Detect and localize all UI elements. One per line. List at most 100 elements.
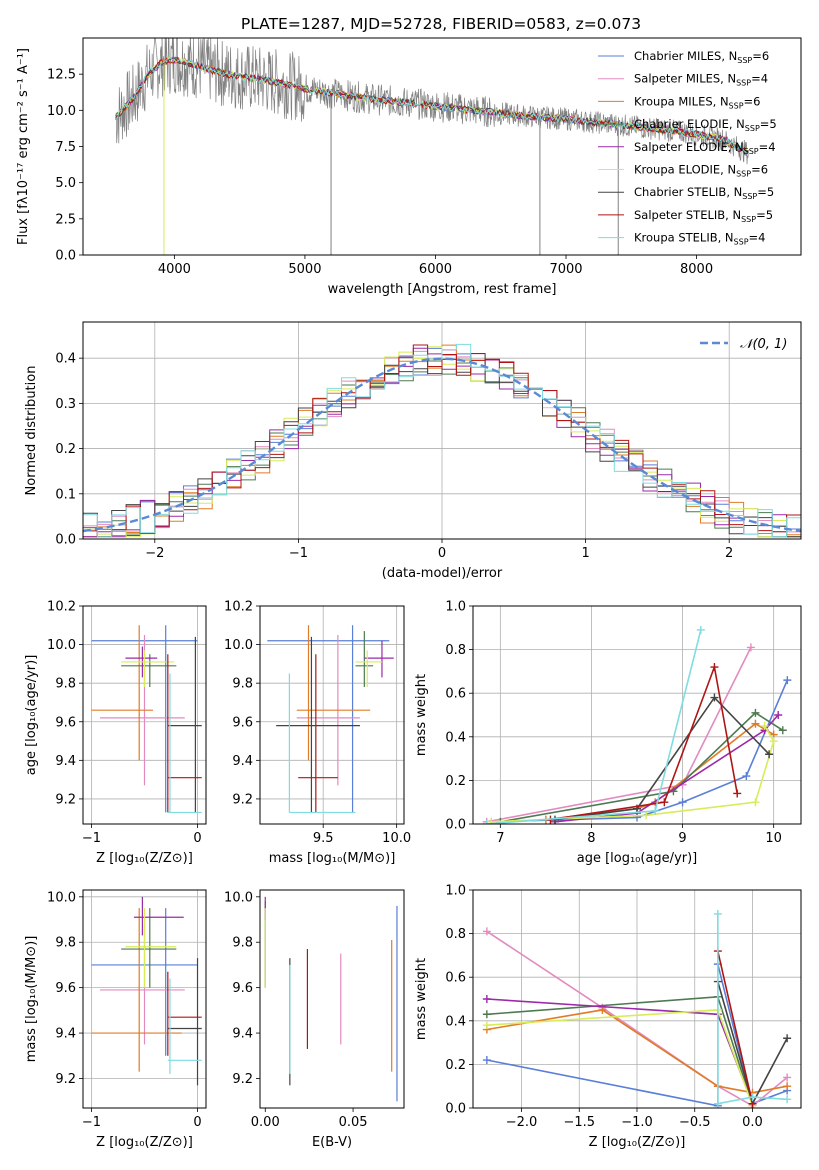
y-tick-label: 1.0 — [445, 600, 466, 615]
weight-line-4 — [486, 998, 754, 1104]
weight-line-7 — [717, 950, 754, 1104]
y-tick-label: 0.0 — [55, 249, 76, 264]
legend-label-5: Kroupa ELODIE, NSSP=6 — [634, 163, 768, 179]
y-tick-label: 0.0 — [445, 818, 466, 833]
y-tick-label: 9.2 — [232, 1072, 253, 1087]
weight-marker — [482, 820, 491, 824]
x-axis-label: Z [log₁₀(Z/Z⊙)] — [96, 851, 193, 866]
x-axis-label: E(B-V) — [312, 1135, 352, 1150]
y-tick-label: 10.0 — [224, 638, 253, 653]
axes-frame — [82, 889, 207, 1109]
x-tick-label: 0 — [193, 831, 201, 846]
axes-frame — [82, 321, 802, 540]
weight-marker — [482, 1010, 491, 1019]
y-tick-label: 0.1 — [55, 487, 76, 502]
y-tick-label: 0.2 — [55, 442, 76, 457]
legend-label-7: Salpeter STELIB, NSSP=5 — [634, 208, 773, 224]
x-axis-label: Z [log₁₀(Z/Z⊙)] — [96, 1135, 193, 1150]
x-tick-label: −1 — [82, 831, 101, 846]
axes-frame — [259, 605, 405, 825]
plot-area — [473, 890, 801, 1108]
y-tick-label: 0.4 — [445, 1014, 466, 1029]
legend-label-3: Chabrier ELODIE, NSSP=5 — [634, 117, 777, 133]
weight-marker — [713, 909, 722, 918]
axes-frame — [472, 605, 802, 825]
y-tick-label: 5.0 — [55, 176, 76, 191]
y-tick-label: 9.8 — [55, 936, 76, 951]
x-axis-label: mass [log₁₀(M/M⊙)] — [269, 851, 396, 866]
weight-marker — [660, 798, 669, 807]
y-axis-label: age [log₁₀(age/yr)] — [24, 655, 39, 776]
y-axis-label: Flux [fλ10⁻¹⁷ erg cm⁻² s⁻¹ A⁻¹] — [16, 48, 31, 245]
y-tick-label: 9.2 — [55, 792, 76, 807]
x-tick-label: 1 — [581, 546, 589, 561]
panel-age-Z: −1 0 9.2 9.4 9.6 9.8 10.0 10.2 Z [log₁₀(Z/Z⊙)] ag… — [24, 600, 207, 866]
x-axis-label: (data-model)/error — [382, 566, 503, 581]
y-tick-label: 10.0 — [47, 890, 76, 905]
y-tick-label: 9.6 — [232, 715, 253, 730]
y-tick-label: 9.6 — [55, 715, 76, 730]
y-tick-label: 9.8 — [232, 677, 253, 692]
spectrum-legend: Chabrier MILES, NSSP=6 Salpeter MILES, NS… — [598, 49, 777, 247]
histogram-8 — [83, 343, 801, 538]
panel-weight-Z: −2.0 −1.5 −1.0 −0.5 0.0 0.0 0.2 0.4 0.6 0.8 1.0 Z [… — [414, 884, 802, 1150]
y-tick-label: 0.4 — [445, 730, 466, 745]
weight-marker — [482, 995, 491, 1003]
plot-area — [115, 38, 749, 255]
x-axis-label: age [log₁₀(age/yr)] — [577, 851, 698, 866]
weight-marker — [783, 1034, 792, 1043]
legend-label-4: Salpeter ELODIE, NSSP=4 — [634, 140, 776, 156]
y-tick-label: 0.2 — [445, 774, 466, 789]
model-line-4 — [115, 56, 749, 157]
panel-spectrum: 4000 5000 6000 7000 8000 0.0 2.5 5.0 7.5 10.0 12.5… — [16, 37, 802, 297]
x-tick-label: 2 — [725, 546, 733, 561]
weight-marker — [751, 798, 760, 807]
plot-area — [83, 890, 206, 1108]
weight-marker — [482, 1056, 491, 1065]
weight-marker — [651, 806, 660, 815]
y-tick-label: 0.6 — [445, 687, 466, 702]
legend-label-normal: 𝒩(0, 1) — [740, 337, 787, 352]
x-tick-label: 0.05 — [339, 1115, 368, 1130]
panel-weight-age: 7 8 9 10 0.0 0.2 0.4 0.6 0.8 1.0 age [log₁₀(age/yr… — [414, 600, 802, 866]
y-tick-label: 0.2 — [445, 1058, 466, 1073]
y-tick-label: 9.4 — [232, 754, 253, 769]
weight-marker — [774, 711, 783, 719]
x-tick-label: −0.5 — [679, 1115, 711, 1130]
weight-marker — [742, 772, 751, 781]
weight-marker — [760, 721, 769, 730]
x-tick-label: 10.0 — [382, 831, 411, 846]
model-line-8 — [115, 56, 749, 157]
weight-line-8 — [486, 629, 702, 824]
weight-marker — [713, 1099, 722, 1108]
x-tick-label: 9.5 — [313, 831, 334, 846]
y-tick-label: 2.5 — [55, 212, 76, 227]
axes-frame — [259, 889, 405, 1109]
panel-mass-EBV: 0.00 0.05 9.2 9.4 9.6 9.8 10.0 E(B-V) — [224, 889, 405, 1150]
weight-marker — [748, 1093, 757, 1102]
x-tick-label: 7 — [496, 831, 504, 846]
y-tick-label: 0.3 — [55, 397, 76, 412]
x-axis-label: Z [log₁₀(Z/Z⊙)] — [589, 1135, 686, 1150]
weight-line-3 — [486, 995, 754, 1107]
x-tick-label: 4000 — [158, 262, 191, 277]
weight-marker — [783, 1082, 792, 1091]
x-tick-label: −1.5 — [563, 1115, 595, 1130]
weight-line-2 — [545, 722, 775, 821]
weight-marker — [765, 750, 774, 759]
x-tick-label: 0.00 — [251, 1115, 280, 1130]
plot-area — [264, 896, 398, 1102]
x-tick-label: 6000 — [419, 262, 452, 277]
y-axis-label: Normed distribution — [24, 366, 39, 496]
x-tick-label: −2.0 — [506, 1115, 538, 1130]
panel-residuals: −2 −1 0 1 2 0.0 0.1 0.2 0.3 0.4 (data-model)/error… — [24, 321, 802, 581]
legend-label-8: Kroupa STELIB, NSSP=4 — [634, 231, 765, 247]
y-tick-label: 9.8 — [55, 677, 76, 692]
y-tick-label: 7.5 — [55, 140, 76, 155]
weight-marker — [710, 693, 719, 702]
y-tick-label: 10.0 — [224, 890, 253, 905]
y-axis-label: mass weight — [414, 674, 429, 756]
weight-line-8 — [717, 914, 788, 1105]
y-tick-label: 9.4 — [55, 754, 76, 769]
x-tick-label: 10 — [765, 831, 782, 846]
